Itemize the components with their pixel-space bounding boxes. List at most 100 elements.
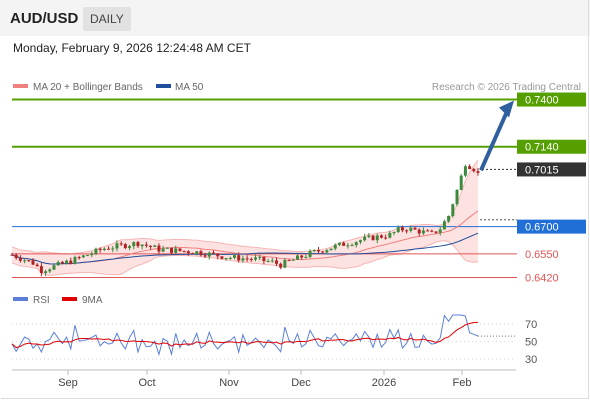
- candle-body: [56, 261, 60, 266]
- candle-body: [350, 245, 354, 247]
- candle-body: [375, 235, 379, 241]
- level-labels: 0.7400 0.7140 0.7015 0.6700 0.6550 0.6420: [517, 92, 586, 284]
- candle-body: [73, 257, 77, 264]
- candle-body: [94, 248, 98, 254]
- candle-body: [325, 250, 329, 253]
- candle-body: [468, 166, 472, 169]
- candle-body: [199, 251, 203, 256]
- candle-body: [18, 258, 22, 261]
- candle-body: [421, 230, 425, 234]
- level-label: 0.6550: [525, 249, 559, 261]
- timeframe-badge[interactable]: DAILY: [83, 7, 131, 31]
- candle-body: [111, 248, 115, 250]
- candle-body: [409, 227, 413, 231]
- candle-body: [170, 247, 174, 253]
- candle-body: [233, 255, 237, 258]
- candle-body: [434, 231, 438, 233]
- candle-body: [153, 245, 157, 247]
- candle-body: [14, 254, 18, 259]
- candle-body: [379, 235, 383, 238]
- level-label: 0.7400: [525, 95, 559, 107]
- candle-body: [69, 260, 73, 264]
- candle-body: [86, 255, 90, 257]
- x-tick-label: Sep: [58, 377, 78, 389]
- candle-body: [455, 189, 459, 205]
- candle-body: [358, 240, 362, 243]
- arrow-head: [499, 100, 514, 118]
- chart-legend: MA 20 + Bollinger Bands MA 50 Research ©…: [13, 82, 581, 93]
- candle-body: [77, 257, 81, 259]
- candle-body: [60, 261, 64, 264]
- candle-body: [119, 243, 123, 245]
- candle-body: [329, 248, 333, 251]
- level-label: 0.6420: [525, 272, 559, 284]
- candle-body: [132, 242, 136, 247]
- candle-body: [400, 227, 404, 231]
- rsi-tick-label: 70: [525, 319, 537, 331]
- x-tick-label: Nov: [219, 377, 239, 389]
- level-tag-pivot: [517, 219, 586, 234]
- candle-body: [333, 244, 337, 249]
- candle-body: [413, 227, 417, 230]
- candle-body: [321, 251, 325, 253]
- ma50-legend-label: MA 50: [175, 82, 204, 93]
- candles: [10, 164, 480, 277]
- candle-body: [216, 253, 220, 257]
- candle-body: [44, 271, 48, 274]
- candle-body: [337, 242, 341, 245]
- level-tag-resistance: [517, 139, 586, 154]
- bb-legend-swatch: [13, 84, 28, 88]
- candle-body: [102, 248, 106, 251]
- level-label: 0.6700: [525, 222, 559, 234]
- candle-body: [10, 254, 14, 256]
- candle-body: [388, 232, 392, 238]
- bb-band-area: [12, 160, 478, 276]
- candle-body: [186, 251, 190, 254]
- candle-body: [237, 255, 241, 261]
- candle-body: [140, 244, 144, 247]
- rsi-ma-line: [11, 321, 479, 349]
- forecast-arrow: [479, 100, 514, 172]
- candle-body: [115, 243, 119, 249]
- symbol-title: AUD/USD: [10, 10, 79, 27]
- candle-body: [39, 266, 43, 274]
- candle-body: [346, 245, 350, 247]
- moving-averages: [11, 210, 479, 265]
- candle-body: [442, 221, 446, 230]
- candle-body: [31, 260, 35, 265]
- ma50-legend-swatch: [156, 84, 171, 88]
- rsi-tick-label: 30: [525, 354, 537, 366]
- candle-body: [136, 242, 140, 247]
- candle-body: [23, 260, 27, 262]
- candle-body: [107, 248, 111, 250]
- candle-body: [48, 269, 52, 272]
- candle-body: [253, 257, 257, 260]
- candle-body: [266, 260, 270, 262]
- candle-body: [35, 264, 39, 267]
- candle-body: [174, 248, 178, 253]
- rsi-line: [11, 314, 479, 357]
- candle-body: [274, 260, 278, 264]
- chart-datetime: Monday, February 9, 2026 12:24:48 AM CET: [13, 41, 251, 55]
- bb-legend-label: MA 20 + Bollinger Bands: [33, 82, 143, 93]
- candle-body: [342, 242, 346, 246]
- candle-body: [165, 247, 169, 249]
- candle-body: [245, 258, 249, 260]
- ma50-line: [11, 232, 479, 265]
- candle-body: [438, 229, 442, 233]
- candle-body: [426, 230, 430, 232]
- candle-body: [279, 263, 283, 268]
- candle-body: [304, 256, 308, 258]
- arrow-shaft: [479, 110, 509, 172]
- rsi-legend-swatch: [13, 297, 28, 301]
- candle-body: [371, 235, 375, 241]
- candle-body: [316, 249, 320, 252]
- candle-body: [287, 260, 291, 262]
- candle-body: [472, 168, 476, 172]
- candle-body: [430, 230, 434, 232]
- x-tick-label: Oct: [138, 377, 155, 389]
- level-label: 0.7015: [525, 164, 559, 176]
- x-tick-label: 2026: [372, 377, 396, 389]
- candle-body: [228, 257, 232, 259]
- rsi-ma-legend-label: 9MA: [82, 295, 103, 306]
